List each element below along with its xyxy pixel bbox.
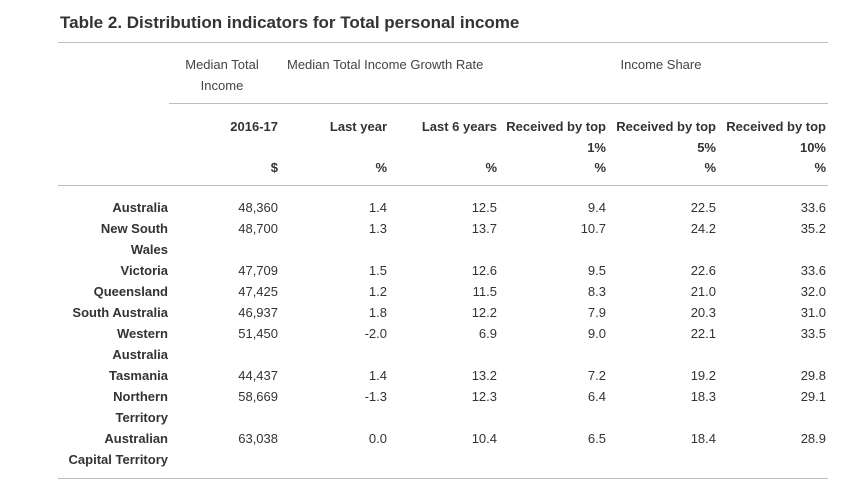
- row-label: South Australia: [72, 305, 168, 320]
- unit-top-1: %: [594, 160, 606, 175]
- cell-top-5: 18.4: [690, 431, 716, 446]
- cell-last-year: 1.8: [368, 305, 387, 320]
- cell-2016-17: 46,937: [238, 305, 278, 320]
- cell-top-5: 20.3: [690, 305, 716, 320]
- cell-last-year: -2.0: [364, 326, 387, 341]
- cell-top-1: 9.5: [587, 263, 606, 278]
- cell-top-5: 19.2: [690, 368, 716, 383]
- cell-last-year: -1.3: [364, 389, 387, 404]
- cell-top-5: 18.3: [690, 389, 716, 404]
- cell-top-10: 31.0: [800, 305, 826, 320]
- row-label: Queensland: [93, 284, 168, 299]
- cell-last-year: 1.5: [368, 263, 387, 278]
- cell-2016-17: 47,425: [238, 284, 278, 299]
- column-header-top-5: Received by top: [616, 119, 716, 134]
- header-income-share: Income Share: [620, 57, 702, 72]
- unit-top-5: %: [704, 160, 716, 175]
- column-header-last-year: Last year: [329, 119, 387, 134]
- cell-top-10: 29.1: [800, 389, 826, 404]
- row-label-continued: Territory: [115, 410, 169, 425]
- cell-last-6-years: 12.5: [471, 200, 497, 215]
- title-rule: [58, 42, 828, 43]
- unit-last-year: %: [375, 160, 387, 175]
- cell-last-6-years: 11.5: [472, 284, 497, 299]
- unit-last-6-years: %: [485, 160, 497, 175]
- cell-top-1: 9.0: [587, 326, 606, 341]
- cell-last-year: 1.2: [368, 284, 387, 299]
- cell-top-5: 21.0: [690, 284, 716, 299]
- row-label: Australian: [104, 431, 168, 446]
- cell-last-6-years: 12.2: [471, 305, 497, 320]
- body-rule: [58, 185, 828, 186]
- column-header-last-6-years: Last 6 years: [421, 119, 497, 134]
- cell-top-1: 6.4: [587, 389, 606, 404]
- cell-2016-17: 47,709: [238, 263, 278, 278]
- column-header-top-1: Received by top: [506, 119, 606, 134]
- column-header-2016-17: 2016-17: [230, 119, 278, 134]
- cell-top-5: 22.6: [690, 263, 716, 278]
- column-header-top-5-pct: 5%: [697, 140, 716, 155]
- cell-top-10: 28.9: [800, 431, 826, 446]
- cell-2016-17: 58,669: [238, 389, 278, 404]
- row-label: Northern: [113, 389, 168, 404]
- cell-last-6-years: 12.6: [471, 263, 497, 278]
- cell-last-6-years: 12.3: [471, 389, 497, 404]
- unit-2016-17: $: [270, 160, 278, 175]
- header-rule: [169, 103, 828, 104]
- cell-top-1: 10.7: [580, 221, 606, 236]
- cell-last-6-years: 10.4: [471, 431, 497, 446]
- row-label-continued: Australia: [112, 347, 168, 362]
- cell-last-year: 0.0: [368, 431, 387, 446]
- cell-last-year: 1.4: [368, 368, 387, 383]
- row-label-continued: Capital Territory: [68, 452, 168, 467]
- cell-top-10: 33.5: [800, 326, 826, 341]
- cell-top-1: 7.9: [587, 305, 606, 320]
- cell-top-10: 32.0: [800, 284, 826, 299]
- cell-last-6-years: 6.9: [478, 326, 497, 341]
- cell-top-10: 35.2: [800, 221, 826, 236]
- cell-top-1: 6.5: [587, 431, 606, 446]
- column-header-top-1-pct: 1%: [587, 140, 606, 155]
- cell-last-year: 1.3: [368, 221, 387, 236]
- cell-top-1: 9.4: [587, 200, 606, 215]
- cell-top-10: 33.6: [800, 263, 826, 278]
- cell-top-1: 7.2: [587, 368, 606, 383]
- cell-last-6-years: 13.2: [471, 368, 497, 383]
- table-title: Table 2. Distribution indicators for Tot…: [60, 13, 520, 32]
- cell-2016-17: 44,437: [238, 368, 278, 383]
- bottom-rule: [58, 478, 828, 479]
- cell-2016-17: 51,450: [238, 326, 278, 341]
- header-median-total-line1: Median Total: [185, 57, 259, 72]
- cell-2016-17: 63,038: [238, 431, 278, 446]
- row-label: New South: [100, 221, 168, 236]
- cell-2016-17: 48,700: [238, 221, 278, 236]
- row-label: Tasmania: [108, 368, 168, 383]
- header-median-total-line2: Income: [200, 78, 244, 93]
- row-label: Australia: [112, 200, 168, 215]
- column-header-top-10-pct: 10%: [799, 140, 826, 155]
- row-label: Western: [116, 326, 168, 341]
- cell-top-10: 29.8: [800, 368, 826, 383]
- row-label-continued: Wales: [130, 242, 168, 257]
- row-label: Victoria: [120, 263, 168, 278]
- cell-2016-17: 48,360: [238, 200, 278, 215]
- cell-top-5: 24.2: [690, 221, 716, 236]
- unit-top-10: %: [814, 160, 826, 175]
- header-growth-rate: Median Total Income Growth Rate: [287, 57, 484, 72]
- cell-top-1: 8.3: [587, 284, 606, 299]
- cell-top-10: 33.6: [800, 200, 826, 215]
- column-header-top-10: Received by top: [726, 119, 826, 134]
- cell-top-5: 22.5: [690, 200, 716, 215]
- cell-last-year: 1.4: [368, 200, 387, 215]
- cell-last-6-years: 13.7: [471, 221, 497, 236]
- cell-top-5: 22.1: [690, 326, 716, 341]
